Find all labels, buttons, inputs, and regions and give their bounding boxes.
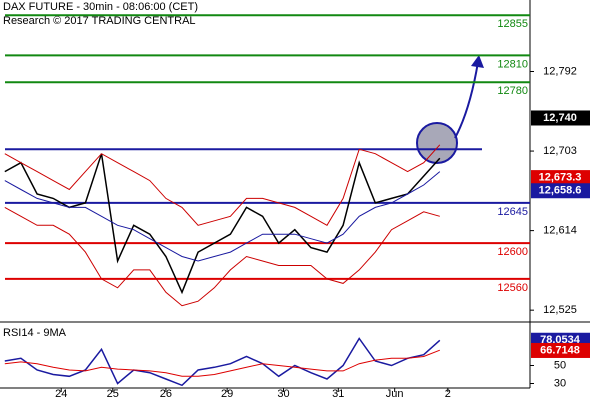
chart-title: DAX FUTURE - 30min - 08:06:00 (CET)	[3, 1, 198, 13]
series-line	[4, 337, 441, 387]
x-tick-label: 2	[445, 388, 451, 400]
price-marker-label: 12,658.6	[539, 185, 582, 197]
y-tick-label: 12,703	[543, 145, 577, 157]
series-line	[4, 206, 440, 307]
x-tick-label: 25	[107, 388, 119, 400]
x-tick-label: 30	[277, 388, 289, 400]
price-marker-label: 12,673.3	[539, 172, 582, 184]
level-label: 12780	[497, 85, 528, 97]
x-tick-label: 24	[55, 388, 67, 400]
series-line	[4, 153, 441, 295]
arrow	[454, 61, 479, 139]
level-label: 12810	[497, 58, 528, 70]
y-tick-label: 50	[554, 359, 566, 371]
price-marker	[531, 110, 590, 126]
chart-subtitle: Research © 2017 TRADING CENTRAL	[3, 15, 196, 27]
arrow-head	[471, 55, 484, 68]
y-tick-label: 12,525	[543, 304, 577, 316]
series-line	[4, 144, 441, 226]
x-tick-label: Jun	[386, 388, 404, 400]
level-label: 12855	[497, 18, 528, 30]
level-label: 12600	[497, 246, 528, 258]
highlight-circle	[416, 122, 458, 164]
y-tick-label: 12,792	[543, 65, 577, 77]
price-marker	[531, 170, 590, 186]
series-line	[4, 349, 440, 377]
level-label: 12560	[497, 282, 528, 294]
y-tick-label: 30	[554, 377, 566, 389]
price-marker-label: 12,740	[543, 112, 577, 124]
level-label: 12645	[497, 206, 528, 218]
y-tick-label: 12,614	[543, 225, 577, 237]
x-tick-label: 26	[160, 388, 172, 400]
price-marker-label: 66.7148	[540, 344, 580, 356]
x-tick-label: 31	[332, 388, 344, 400]
panel-title: RSI14 - 9MA	[3, 327, 67, 339]
price-marker	[531, 342, 590, 358]
price-marker	[531, 183, 590, 199]
series-line	[4, 171, 441, 262]
x-tick-label: 29	[221, 388, 233, 400]
